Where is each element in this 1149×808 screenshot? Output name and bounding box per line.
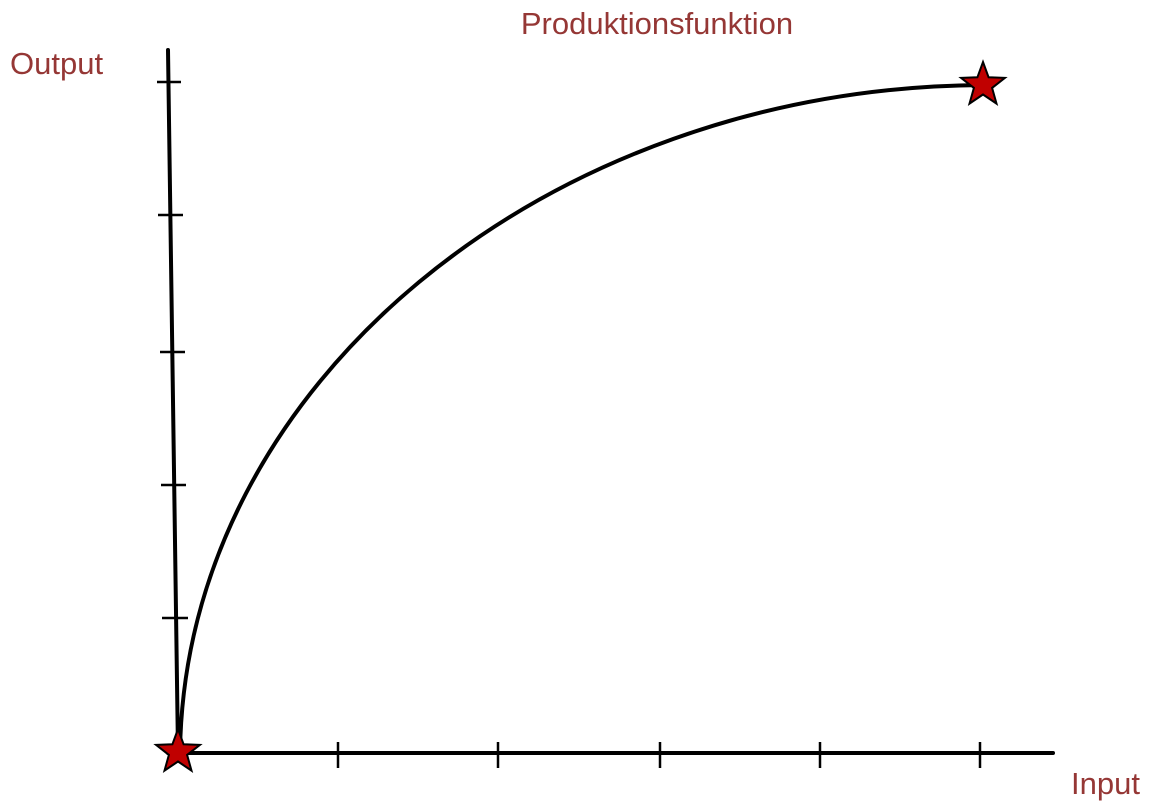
y-axis-label: Output: [10, 46, 103, 81]
y-axis: [166, 48, 180, 754]
title: Produktionsfunktion: [521, 6, 793, 41]
x-ticks: [336, 742, 982, 768]
star-end: [958, 59, 1008, 106]
production-curve: [178, 83, 985, 754]
y-ticks: [157, 80, 188, 620]
x-axis-label: Input: [1071, 766, 1140, 801]
star-start: [153, 726, 203, 773]
